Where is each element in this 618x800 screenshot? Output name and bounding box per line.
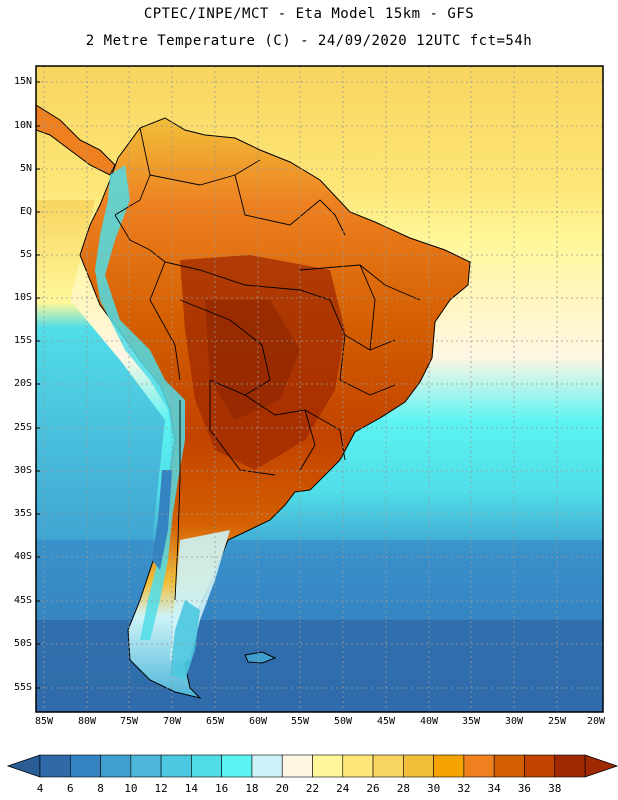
lat-label: 55S	[13, 682, 32, 693]
colorbar-over-arrow	[584, 754, 618, 778]
lat-label: 50S	[13, 638, 32, 649]
lat-label: 10N	[13, 120, 32, 131]
lat-label: 15N	[13, 76, 32, 87]
colorbar-swatch	[554, 754, 586, 778]
lat-label: 5N	[19, 163, 32, 174]
lat-label: 20S	[13, 378, 32, 389]
lat-label: EQ	[19, 206, 32, 217]
colorbar-tick-label: 8	[97, 782, 104, 795]
colorbar-swatch	[251, 754, 283, 778]
colorbar	[6, 754, 618, 778]
colorbar-swatch	[281, 754, 313, 778]
colorbar-tick-label: 24	[336, 782, 350, 795]
colorbar-tick-label: 30	[426, 782, 441, 795]
lon-label: 20W	[586, 716, 606, 727]
colorbar-tick-label: 10	[124, 782, 138, 795]
lon-label: 65W	[205, 716, 225, 727]
colorbar-swatch	[160, 754, 192, 778]
colorbar-tick-label: 16	[215, 782, 229, 795]
colorbar-tick-label: 20	[275, 782, 289, 795]
lon-label: 60W	[248, 716, 268, 727]
colorbar-tick-label: 4	[36, 782, 44, 795]
lon-label: 70W	[162, 716, 182, 727]
colorbar-swatch	[493, 754, 525, 778]
colorbar-swatch	[100, 754, 132, 778]
lat-label: 25S	[13, 422, 32, 433]
lat-label: 10S	[13, 292, 32, 303]
lon-label: 25W	[547, 716, 567, 727]
colorbar-swatch	[403, 754, 434, 778]
lat-label: 15S	[13, 335, 32, 346]
map-title-line-1: CPTEC/INPE/MCT - Eta Model 15km - GFS	[143, 6, 475, 22]
colorbar-tick-label: 34	[487, 782, 501, 795]
lon-label: 30W	[504, 716, 524, 727]
colorbar-tick-label: 14	[184, 782, 198, 795]
colorbar-tick-label: 36	[517, 782, 532, 795]
colorbar-swatch	[191, 754, 222, 778]
lon-label: 50W	[333, 716, 353, 727]
lat-label: 5S	[19, 249, 32, 260]
colorbar-tick-label: 38	[548, 782, 562, 795]
colorbar-tick-label: 32	[457, 782, 471, 795]
colorbar-tick-label: 26	[366, 782, 380, 795]
map-title-line-2: 2 Metre Temperature (C) - 24/09/2020 12U…	[85, 33, 533, 49]
colorbar-swatch	[312, 754, 344, 778]
colorbar-swatch	[69, 754, 101, 778]
colorbar-under-arrow	[6, 754, 41, 778]
colorbar-tick-label: 28	[396, 782, 410, 795]
colorbar-swatch	[221, 754, 253, 778]
lon-label: 40W	[419, 716, 439, 727]
lon-label: 75W	[119, 716, 139, 727]
lon-label: 85W	[34, 716, 54, 727]
colorbar-swatch	[130, 754, 162, 778]
lat-label: 40S	[13, 551, 32, 562]
colorbar-tick-label: 18	[245, 782, 259, 795]
colorbar-swatch	[39, 754, 71, 778]
map-frame	[35, 65, 604, 713]
lon-label: 55W	[290, 716, 310, 727]
colorbar-swatch	[342, 754, 374, 778]
lat-label: 35S	[13, 508, 32, 519]
colorbar-swatch	[433, 754, 465, 778]
lon-label: 35W	[461, 716, 481, 727]
lat-label: 30S	[13, 465, 32, 476]
colorbar-swatch	[463, 754, 495, 778]
colorbar-tick-label: 22	[305, 782, 320, 795]
colorbar-tick-label: 12	[154, 782, 168, 795]
lon-label: 80W	[77, 716, 97, 727]
lon-label: 45W	[376, 716, 396, 727]
colorbar-swatch	[372, 754, 404, 778]
lat-label: 45S	[13, 595, 32, 606]
colorbar-swatch	[524, 754, 556, 778]
colorbar-tick-label: 6	[66, 782, 74, 795]
